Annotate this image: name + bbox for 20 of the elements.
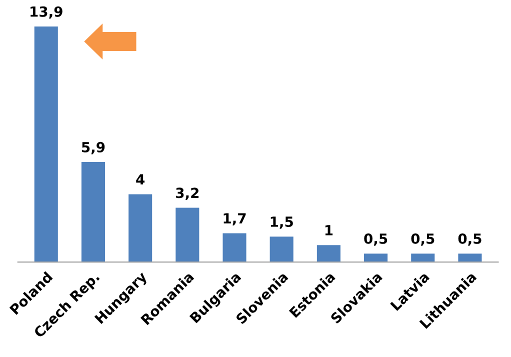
data-label: 0,5 — [411, 233, 434, 246]
data-label: 13,9 — [30, 6, 62, 19]
bar — [458, 254, 482, 262]
data-label: 5,9 — [82, 142, 105, 154]
bar — [81, 162, 106, 262]
data-label: 1,5 — [270, 216, 293, 229]
bar — [128, 194, 152, 262]
data-label: 1,7 — [224, 213, 246, 226]
bar — [34, 26, 58, 262]
data-label: 3,2 — [176, 188, 199, 200]
bar — [222, 233, 246, 262]
bar — [270, 236, 294, 262]
bar — [364, 254, 388, 262]
bar — [176, 208, 200, 262]
data-label: 1 — [325, 225, 333, 236]
bar — [411, 254, 435, 262]
data-label: 4 — [136, 174, 145, 184]
data-label: 0,5 — [364, 233, 388, 246]
bar — [316, 245, 340, 262]
data-label: 0,5 — [458, 233, 482, 246]
